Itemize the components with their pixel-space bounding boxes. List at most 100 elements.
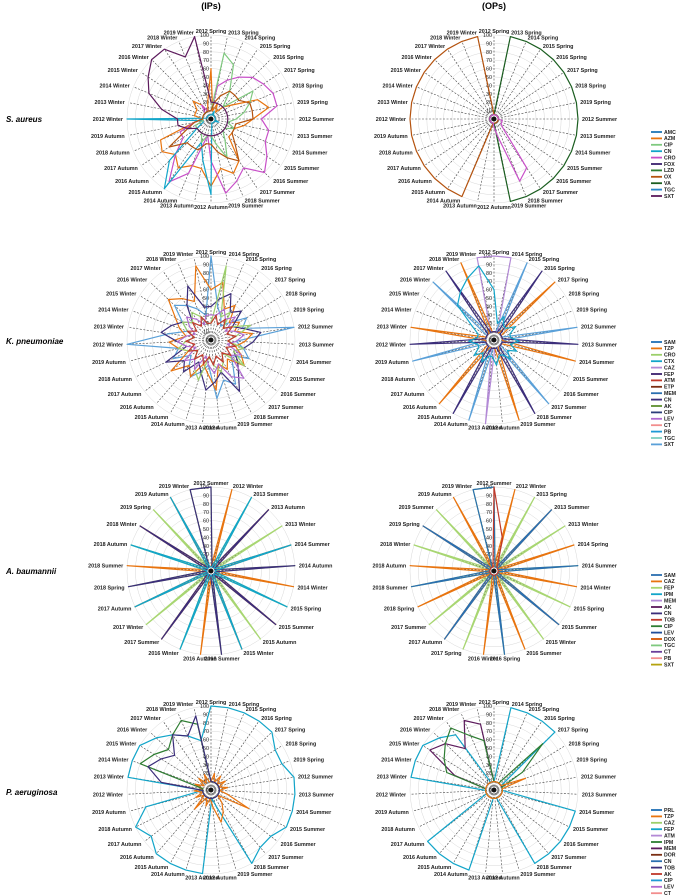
grid-ring [135, 264, 287, 416]
spoke-label: 2012 Winter [376, 792, 407, 798]
spoke-label: 2019 Spring [294, 757, 325, 763]
spoke [493, 118, 565, 166]
legend-label: CN [664, 397, 672, 403]
spoke [210, 789, 295, 795]
spoke-label: 2017 Winter [414, 266, 445, 272]
spoke-label: 2014 Summer [579, 360, 615, 366]
spoke-label: 2019 Summer [228, 203, 264, 209]
scale-tick-label: 90 [203, 41, 209, 47]
spoke [493, 86, 572, 120]
spoke-label: 2017 Winter [132, 44, 163, 50]
spoke [210, 712, 245, 791]
legend-label: IPM [664, 840, 673, 846]
spoke [493, 720, 543, 791]
scale-tick-label: 60 [203, 288, 209, 294]
legend-label: OX [664, 175, 672, 181]
spoke [129, 789, 212, 812]
spoke-label: 2013 Summer [297, 134, 333, 140]
scale-tick-label: 90 [203, 712, 209, 718]
spoke-label: 2016 Autumn [120, 855, 154, 861]
spoke [202, 339, 212, 424]
spoke-label: 2016 Autumn [183, 656, 217, 662]
legend-label: CT [664, 423, 672, 429]
spoke-label: 2017 Winter [131, 716, 162, 722]
spoke-label: 2017 Winter [415, 44, 446, 50]
spoke-label: 2012 Winter [93, 117, 124, 123]
spoke-label: 2018 Autumn [98, 827, 132, 833]
spoke-label: 2016 Spring [490, 656, 521, 662]
spoke-label: 2018 Summer [88, 563, 124, 569]
spoke-label: 2018 Winter [106, 522, 137, 528]
spoke-label: 2016 Spring [556, 55, 587, 61]
spoke-label: 2018 Summer [254, 415, 290, 421]
scale-tick-label: 20 [203, 321, 209, 327]
scale-tick-label: 90 [203, 262, 209, 268]
scale-tick-label: 60 [203, 67, 209, 73]
spoke-label: 2018 Summer [528, 198, 564, 204]
spoke-label: 2016 Summer [281, 392, 317, 398]
legend-label: TGC [664, 643, 675, 649]
spoke [210, 72, 282, 120]
spoke [493, 295, 566, 341]
scale-tick-label: 30 [203, 763, 209, 769]
spoke [493, 72, 565, 120]
spoke-label: 2017 Spring [567, 68, 598, 74]
spoke-label: 2013 Summer [299, 792, 335, 798]
grid-ring [177, 756, 245, 824]
spoke-label: 2017 Spring [558, 277, 589, 283]
spoke-label: 2017 Summer [551, 405, 587, 411]
spoke-label: 2017 Autumn [108, 842, 142, 848]
scale-tick-label: 20 [203, 100, 209, 106]
grid-ring [409, 705, 579, 875]
spoke-label: 2013 Winter [94, 100, 125, 106]
grid-ring [177, 537, 245, 605]
spoke-label: 2018 Spring [292, 83, 323, 89]
scale-tick-label: 0 [489, 338, 492, 344]
center-dot [491, 337, 497, 343]
scale-tick-label: 30 [486, 313, 492, 319]
spoke-label: 2015 Summer [284, 166, 320, 172]
spoke-label: 2016 Summer [204, 656, 240, 662]
legend-label: CAZ [664, 821, 675, 827]
spoke-label: 2017 Spring [284, 68, 315, 74]
spoke-label: 2013 Autumn [468, 876, 502, 882]
spoke [493, 789, 570, 828]
grid-ring [476, 101, 512, 137]
legend-label: LEV [664, 630, 675, 636]
spoke-label: 2013 Winter [377, 775, 408, 781]
spoke-label: 2015 Autumn [418, 865, 452, 871]
spoke [164, 118, 212, 190]
spoke-label: 2014 Summer [296, 810, 332, 816]
spoke-label: 2019 Summer [237, 872, 273, 878]
spoke-label: 2018 Autumn [381, 827, 415, 833]
spoke-label: 2014 Winter [381, 757, 412, 763]
spoke-label: 2012 Spring [196, 250, 227, 256]
spoke-label: 2015 Summer [279, 625, 315, 631]
spoke [493, 339, 570, 378]
scale-tick-label: 30 [486, 544, 492, 550]
legend-label: FEP [664, 586, 675, 592]
grid-ring [434, 59, 554, 179]
spoke-label: 2019 Winter [159, 484, 190, 490]
spoke [493, 118, 572, 152]
spoke-label: 2016 Winter [400, 727, 431, 733]
scale-tick-label: 30 [486, 92, 492, 98]
column-header-ips: (IPs) [201, 1, 221, 11]
spoke-label: 2016 Spring [544, 716, 575, 722]
spoke-label: 2019 Winter [163, 252, 194, 258]
scale-tick-label: 100 [200, 704, 209, 710]
spoke [418, 339, 495, 378]
legend-label: CT [664, 891, 672, 895]
scale-tick-label: 90 [486, 41, 492, 47]
legend-label: AZM [664, 136, 675, 142]
legend-label: AK [664, 404, 672, 410]
spoke-label: 2014 Summer [296, 360, 332, 366]
spoke-label: 2016 Winter [119, 55, 150, 61]
spoke [151, 59, 212, 120]
scale-tick-label: 0 [206, 788, 209, 794]
spoke-label: 2012 Summer [476, 481, 512, 487]
legend-label: CIP [664, 624, 673, 630]
scale-tick-label: 50 [486, 527, 492, 533]
legend-label: TGC [664, 436, 675, 442]
spoke [411, 118, 495, 136]
